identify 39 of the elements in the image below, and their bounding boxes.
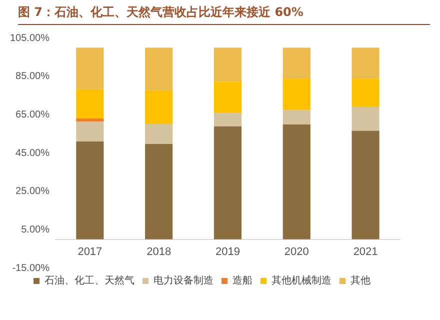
x-tick-label: 2017 bbox=[78, 246, 102, 258]
y-tick-label: 85.00% bbox=[16, 71, 50, 82]
bar bbox=[145, 90, 173, 124]
bar bbox=[214, 112, 242, 126]
x-tick-label: 2021 bbox=[353, 246, 378, 258]
legend-label: 造船 bbox=[232, 274, 252, 287]
x-tick-label: 2019 bbox=[215, 246, 240, 258]
bar bbox=[76, 142, 104, 240]
x-tick-label: 2020 bbox=[284, 246, 309, 258]
y-tick-label: 105.00% bbox=[10, 32, 50, 44]
y-tick-label: 25.00% bbox=[16, 186, 50, 198]
y-tick-label: 65.00% bbox=[16, 109, 50, 120]
legend-label: 其他机械制造 bbox=[272, 274, 332, 287]
bar bbox=[282, 48, 310, 79]
bar bbox=[145, 144, 173, 240]
bar bbox=[282, 124, 310, 240]
y-tick-label: -15.00% bbox=[12, 262, 50, 274]
bar bbox=[352, 107, 380, 131]
legend-label: 其他 bbox=[350, 274, 370, 287]
bar bbox=[76, 48, 104, 90]
bar bbox=[76, 122, 104, 142]
bar bbox=[214, 82, 242, 113]
bar bbox=[145, 124, 173, 144]
y-tick-label: 5.00% bbox=[21, 224, 50, 236]
bar bbox=[145, 48, 173, 90]
bar bbox=[76, 89, 104, 118]
bar bbox=[76, 118, 104, 122]
bar bbox=[214, 126, 242, 240]
legend-label: 石油、化工、天然气 bbox=[44, 274, 134, 287]
y-tick-label: 45.00% bbox=[16, 148, 50, 159]
legend-label: 电力设备制造 bbox=[154, 274, 214, 287]
bar bbox=[352, 48, 380, 79]
bar bbox=[282, 110, 310, 124]
bar bbox=[352, 130, 380, 240]
x-tick-label: 2018 bbox=[146, 246, 172, 258]
bar bbox=[352, 78, 380, 107]
bar bbox=[214, 48, 242, 82]
chart-title: 图 7：石油、化工、天然气营收占比近年来接近 60% bbox=[18, 4, 430, 25]
bar bbox=[282, 78, 310, 110]
